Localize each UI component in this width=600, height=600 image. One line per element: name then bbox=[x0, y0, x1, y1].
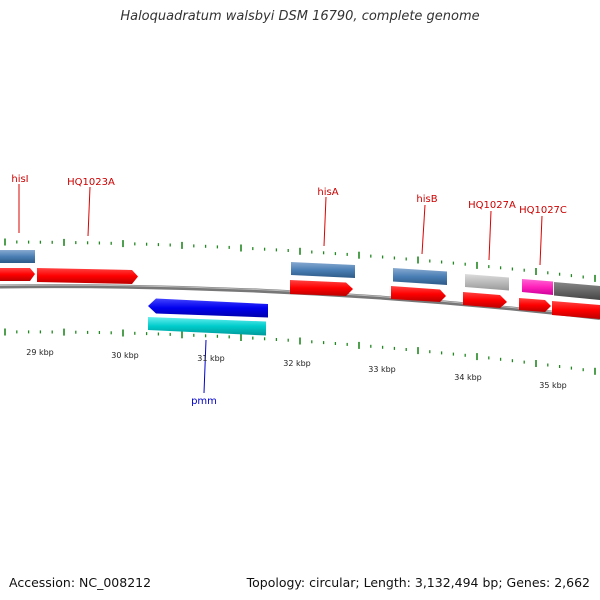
ticks-outer bbox=[4, 238, 596, 282]
gene-feature-pmm[interactable] bbox=[148, 317, 266, 336]
label-line-hq1027a bbox=[488, 210, 492, 261]
gene-feature-hq1027a[interactable] bbox=[465, 274, 509, 291]
gene-label-hq1027c[interactable]: HQ1027C bbox=[519, 205, 567, 216]
gene-label-hisb[interactable]: hisB bbox=[416, 194, 437, 205]
cds-feature-next[interactable] bbox=[552, 301, 600, 319]
gene-feature-hisa[interactable] bbox=[291, 262, 355, 278]
cds-feature-hq1027a[interactable] bbox=[463, 292, 507, 308]
cds-feature-hq1023a[interactable] bbox=[37, 268, 138, 284]
cds-feature-hq1027c[interactable] bbox=[519, 298, 551, 312]
gene-label-hisi[interactable]: hisI bbox=[11, 174, 28, 185]
kbp-label-29: 29 kbp bbox=[26, 348, 54, 357]
topology-text: Topology: circular; Length: 3,132,494 bp… bbox=[246, 575, 590, 590]
kbp-label-32: 32 kbp bbox=[283, 359, 311, 368]
kbp-label-35: 35 kbp bbox=[539, 381, 567, 390]
cds-feature-pmm[interactable] bbox=[148, 298, 268, 318]
label-line-hq1027c bbox=[539, 215, 543, 266]
label-line-pmm bbox=[203, 339, 207, 394]
cds-feature-hisb[interactable] bbox=[391, 286, 446, 302]
gene-feature-hisb[interactable] bbox=[393, 268, 447, 285]
label-line-hisb bbox=[421, 204, 426, 255]
gene-feature-hq1027c[interactable] bbox=[522, 279, 553, 295]
gene-feature-next[interactable] bbox=[554, 282, 600, 300]
accession-text: Accession: NC_008212 bbox=[9, 575, 152, 590]
gene-label-hq1027a[interactable]: HQ1027A bbox=[468, 200, 516, 211]
kbp-label-30: 30 kbp bbox=[111, 351, 139, 360]
cds-feature-hisa[interactable] bbox=[290, 280, 353, 296]
gene-feature-hisi[interactable] bbox=[0, 250, 35, 263]
gene-label-pmm[interactable]: pmm bbox=[191, 396, 217, 407]
kbp-label-31: 31 kbp bbox=[197, 354, 225, 363]
map-title: Haloquadratum walsbyi DSM 16790, complet… bbox=[120, 9, 480, 24]
cds-feature-hisi[interactable] bbox=[0, 268, 35, 281]
gene-label-hq1023a[interactable]: HQ1023A bbox=[67, 177, 115, 188]
label-line-hq1023a bbox=[87, 186, 91, 237]
label-line-hisa bbox=[323, 196, 327, 247]
kbp-label-33: 33 kbp bbox=[368, 365, 396, 374]
kbp-label-34: 34 kbp bbox=[454, 373, 482, 382]
ticks-inner bbox=[4, 328, 596, 375]
gene-label-hisa[interactable]: hisA bbox=[317, 187, 338, 198]
